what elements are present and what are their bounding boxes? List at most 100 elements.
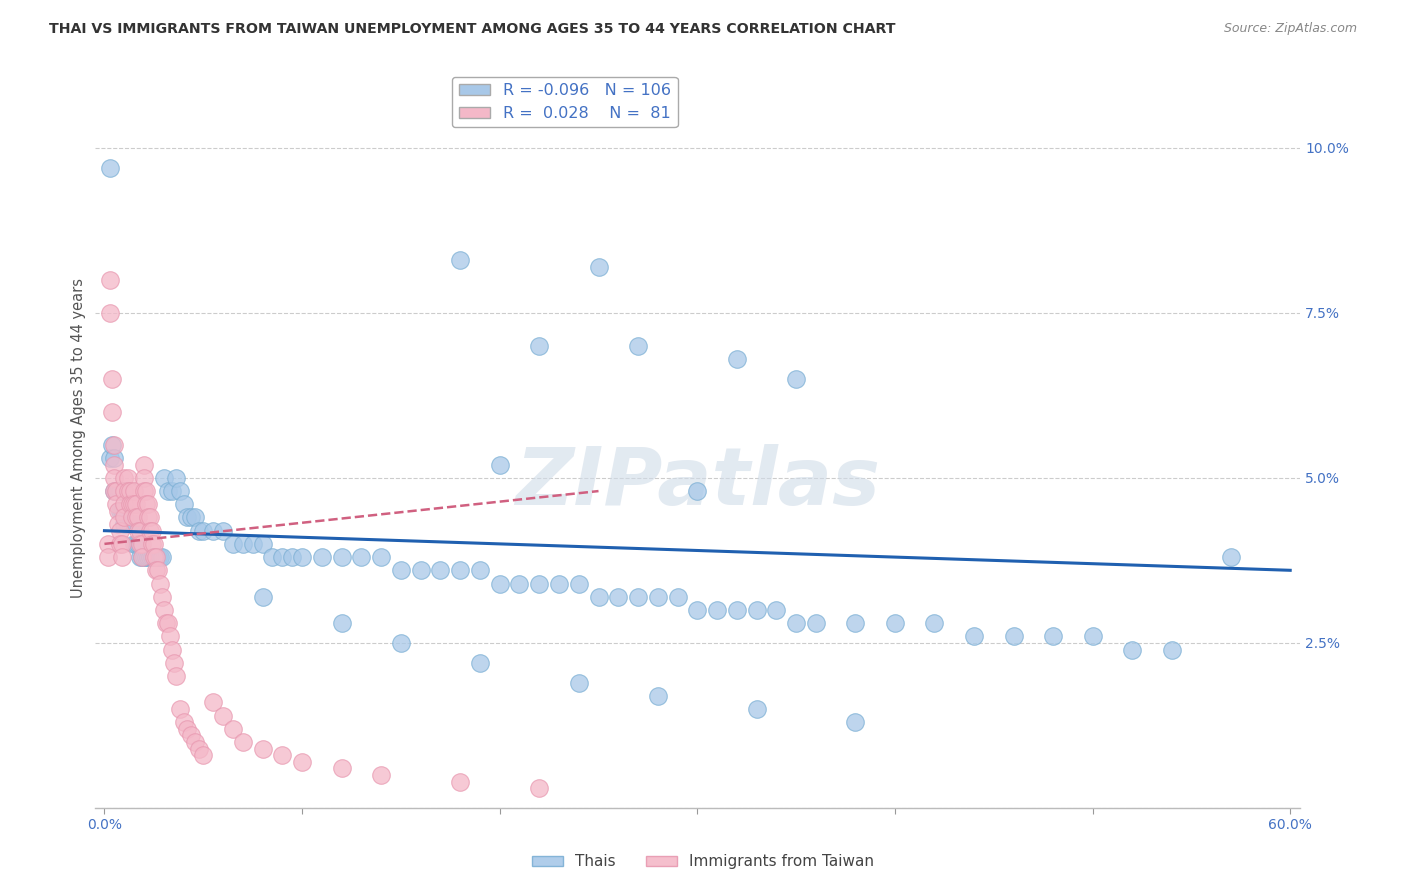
Point: [271, 748, 294, 763]
Point: [281, 550, 304, 565]
Point: [125, 510, 148, 524]
Point: [180, 728, 202, 742]
Point: [111, 504, 134, 518]
Point: [139, 550, 162, 565]
Point: [488, 458, 510, 472]
Point: [529, 339, 551, 353]
Point: [252, 537, 274, 551]
Point: [184, 735, 207, 749]
Point: [568, 675, 591, 690]
Point: [120, 497, 142, 511]
Point: [101, 372, 124, 386]
Point: [120, 484, 142, 499]
Point: [1042, 629, 1064, 643]
Point: [122, 497, 145, 511]
Point: [110, 504, 132, 518]
Point: [142, 537, 165, 551]
Point: [607, 590, 630, 604]
Point: [222, 722, 245, 736]
Text: Source: ZipAtlas.com: Source: ZipAtlas.com: [1223, 22, 1357, 36]
Point: [149, 576, 172, 591]
Point: [188, 741, 211, 756]
Point: [111, 550, 134, 565]
Point: [131, 550, 153, 565]
Point: [173, 497, 195, 511]
Point: [548, 576, 571, 591]
Point: [146, 550, 169, 565]
Point: [100, 273, 122, 287]
Point: [370, 768, 392, 782]
Point: [212, 708, 235, 723]
Point: [647, 689, 669, 703]
Point: [745, 603, 768, 617]
Point: [139, 510, 162, 524]
Point: [468, 656, 491, 670]
Point: [112, 510, 135, 524]
Point: [110, 484, 132, 499]
Point: [529, 781, 551, 796]
Point: [103, 451, 125, 466]
Point: [160, 484, 183, 499]
Point: [389, 636, 412, 650]
Point: [105, 484, 128, 499]
Point: [1081, 629, 1104, 643]
Point: [121, 510, 143, 524]
Point: [785, 616, 807, 631]
Point: [884, 616, 907, 631]
Point: [706, 603, 728, 617]
Point: [804, 616, 827, 631]
Point: [1121, 642, 1143, 657]
Point: [146, 563, 169, 577]
Point: [169, 484, 191, 499]
Point: [156, 616, 179, 631]
Point: [112, 517, 135, 532]
Point: [1219, 550, 1241, 565]
Point: [156, 484, 179, 499]
Point: [212, 524, 235, 538]
Point: [184, 510, 207, 524]
Point: [1002, 629, 1025, 643]
Point: [122, 484, 145, 499]
Point: [97, 537, 120, 551]
Point: [136, 550, 159, 565]
Point: [252, 590, 274, 604]
Point: [150, 590, 173, 604]
Point: [131, 537, 153, 551]
Point: [765, 603, 787, 617]
Point: [159, 629, 181, 643]
Point: [122, 537, 145, 551]
Text: ZIPatlas: ZIPatlas: [515, 443, 880, 522]
Point: [110, 524, 132, 538]
Point: [107, 484, 129, 499]
Point: [176, 722, 198, 736]
Point: [152, 471, 174, 485]
Point: [121, 517, 143, 532]
Y-axis label: Unemployment Among Ages 35 to 44 years: Unemployment Among Ages 35 to 44 years: [72, 278, 86, 599]
Point: [330, 761, 353, 775]
Legend: Thais, Immigrants from Taiwan: Thais, Immigrants from Taiwan: [526, 848, 880, 875]
Point: [686, 603, 709, 617]
Point: [105, 497, 128, 511]
Point: [145, 563, 167, 577]
Point: [173, 715, 195, 730]
Point: [180, 510, 202, 524]
Point: [132, 550, 155, 565]
Point: [745, 702, 768, 716]
Point: [152, 603, 174, 617]
Point: [136, 510, 159, 524]
Point: [129, 537, 152, 551]
Point: [132, 484, 155, 499]
Point: [103, 484, 125, 499]
Point: [125, 497, 148, 511]
Point: [101, 438, 124, 452]
Point: [785, 372, 807, 386]
Point: [529, 576, 551, 591]
Point: [141, 524, 163, 538]
Point: [112, 497, 135, 511]
Point: [188, 524, 211, 538]
Point: [117, 484, 139, 499]
Point: [149, 550, 172, 565]
Point: [142, 550, 165, 565]
Point: [924, 616, 946, 631]
Point: [1160, 642, 1182, 657]
